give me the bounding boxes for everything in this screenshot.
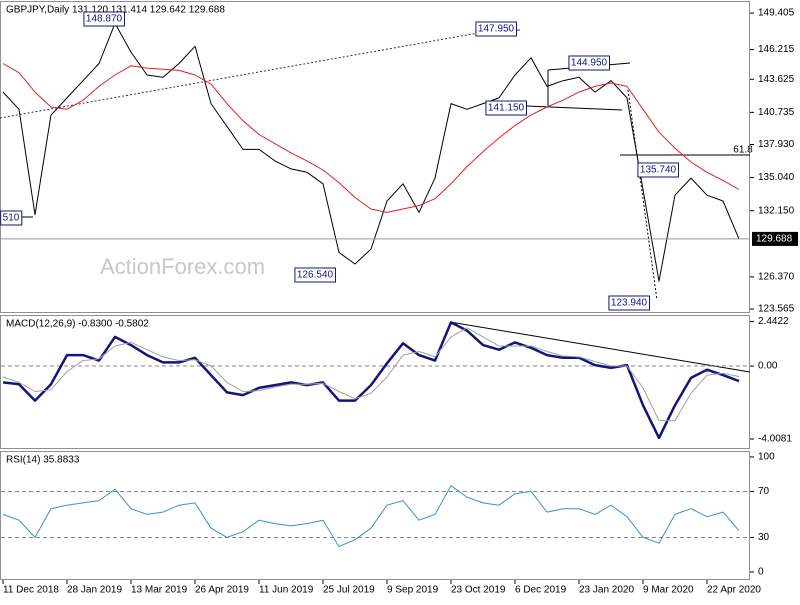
x-tick-label: 23 Jan 2020 [579,585,634,596]
x-tick-label: 6 Dec 2019 [515,585,567,596]
annotation: 148.870 [86,14,123,25]
series-line [2,485,740,548]
x-tick-label: 25 Jul 2019 [323,585,375,596]
y-tick-label: 30 [758,532,770,543]
y-tick-label: 2.4422 [758,316,789,327]
macd-panel [0,315,750,449]
series-line [2,321,740,440]
y-tick-label: 146.215 [758,44,795,55]
x-tick-label: 11 Jun 2019 [259,585,314,596]
annotation: 135.740 [640,165,677,176]
series-line [2,22,740,282]
y-tick-label: 149.405 [758,8,795,19]
annotation-box [294,267,337,283]
fib-line [627,89,658,301]
panel-title: GBPJPY,Daily 131.120 131.414 129.642 129… [6,5,225,16]
y-tick-label: 70 [758,486,770,497]
x-tick-label: 28 Jan 2019 [67,585,122,596]
y-tick-label: 0.00 [758,361,778,372]
annotation-box [83,11,126,27]
y-tick-label: 135.040 [758,172,795,183]
panel-title: RSI(14) 35.8833 [6,455,80,466]
x-tick-label: 9 Mar 2020 [643,585,694,596]
annotation-box [637,162,680,178]
y-tick-label: 140.735 [758,107,795,118]
x-tick-label: 23 Oct 2019 [451,585,506,596]
y-tick-label: 100 [758,452,775,463]
last-price-label: 129.688 [756,234,793,245]
rsi-panel [0,451,750,580]
annotation: 144.950 [571,58,608,69]
y-tick-label: 143.625 [758,74,795,85]
price-panel [0,1,750,313]
y-tick-label: -4.0081 [758,434,792,445]
annotation: 126.540 [297,270,334,281]
y-tick-label: 123.565 [758,304,795,315]
x-tick-label: 26 Apr 2019 [195,585,249,596]
annotation-box [485,100,528,116]
annotation: 147.950 [478,24,515,35]
annotation-box [0,210,23,226]
last-price-box [752,231,798,246]
trend-line [526,105,623,111]
series-line [2,63,740,213]
watermark: ActionForex.com [100,254,265,279]
trend-line [0,32,479,119]
macd-trend-line [449,321,751,373]
panel-title: MACD(12,26,9) -0.8300 -0.5802 [6,319,149,330]
y-tick-label: 126.370 [758,272,795,283]
x-tick-label: 11 Dec 2018 [3,585,59,596]
annotation: 510 [3,213,20,224]
y-tick-label: 137.930 [758,139,795,150]
x-tick-label: 22 Apr 2020 [707,585,761,596]
x-tick-label: 13 Mar 2019 [131,585,188,596]
series-line [2,327,740,422]
annotation: 123.940 [611,298,648,309]
annotation-box [475,21,518,37]
y-tick-label: 0 [758,567,764,578]
annotation: 61.8 [733,145,753,156]
annotation: 141.150 [488,103,525,114]
y-tick-label: 132.150 [758,205,795,216]
annotation-box [568,55,611,71]
annotation-box [608,295,651,311]
x-tick-label: 9 Sep 2019 [387,585,439,596]
